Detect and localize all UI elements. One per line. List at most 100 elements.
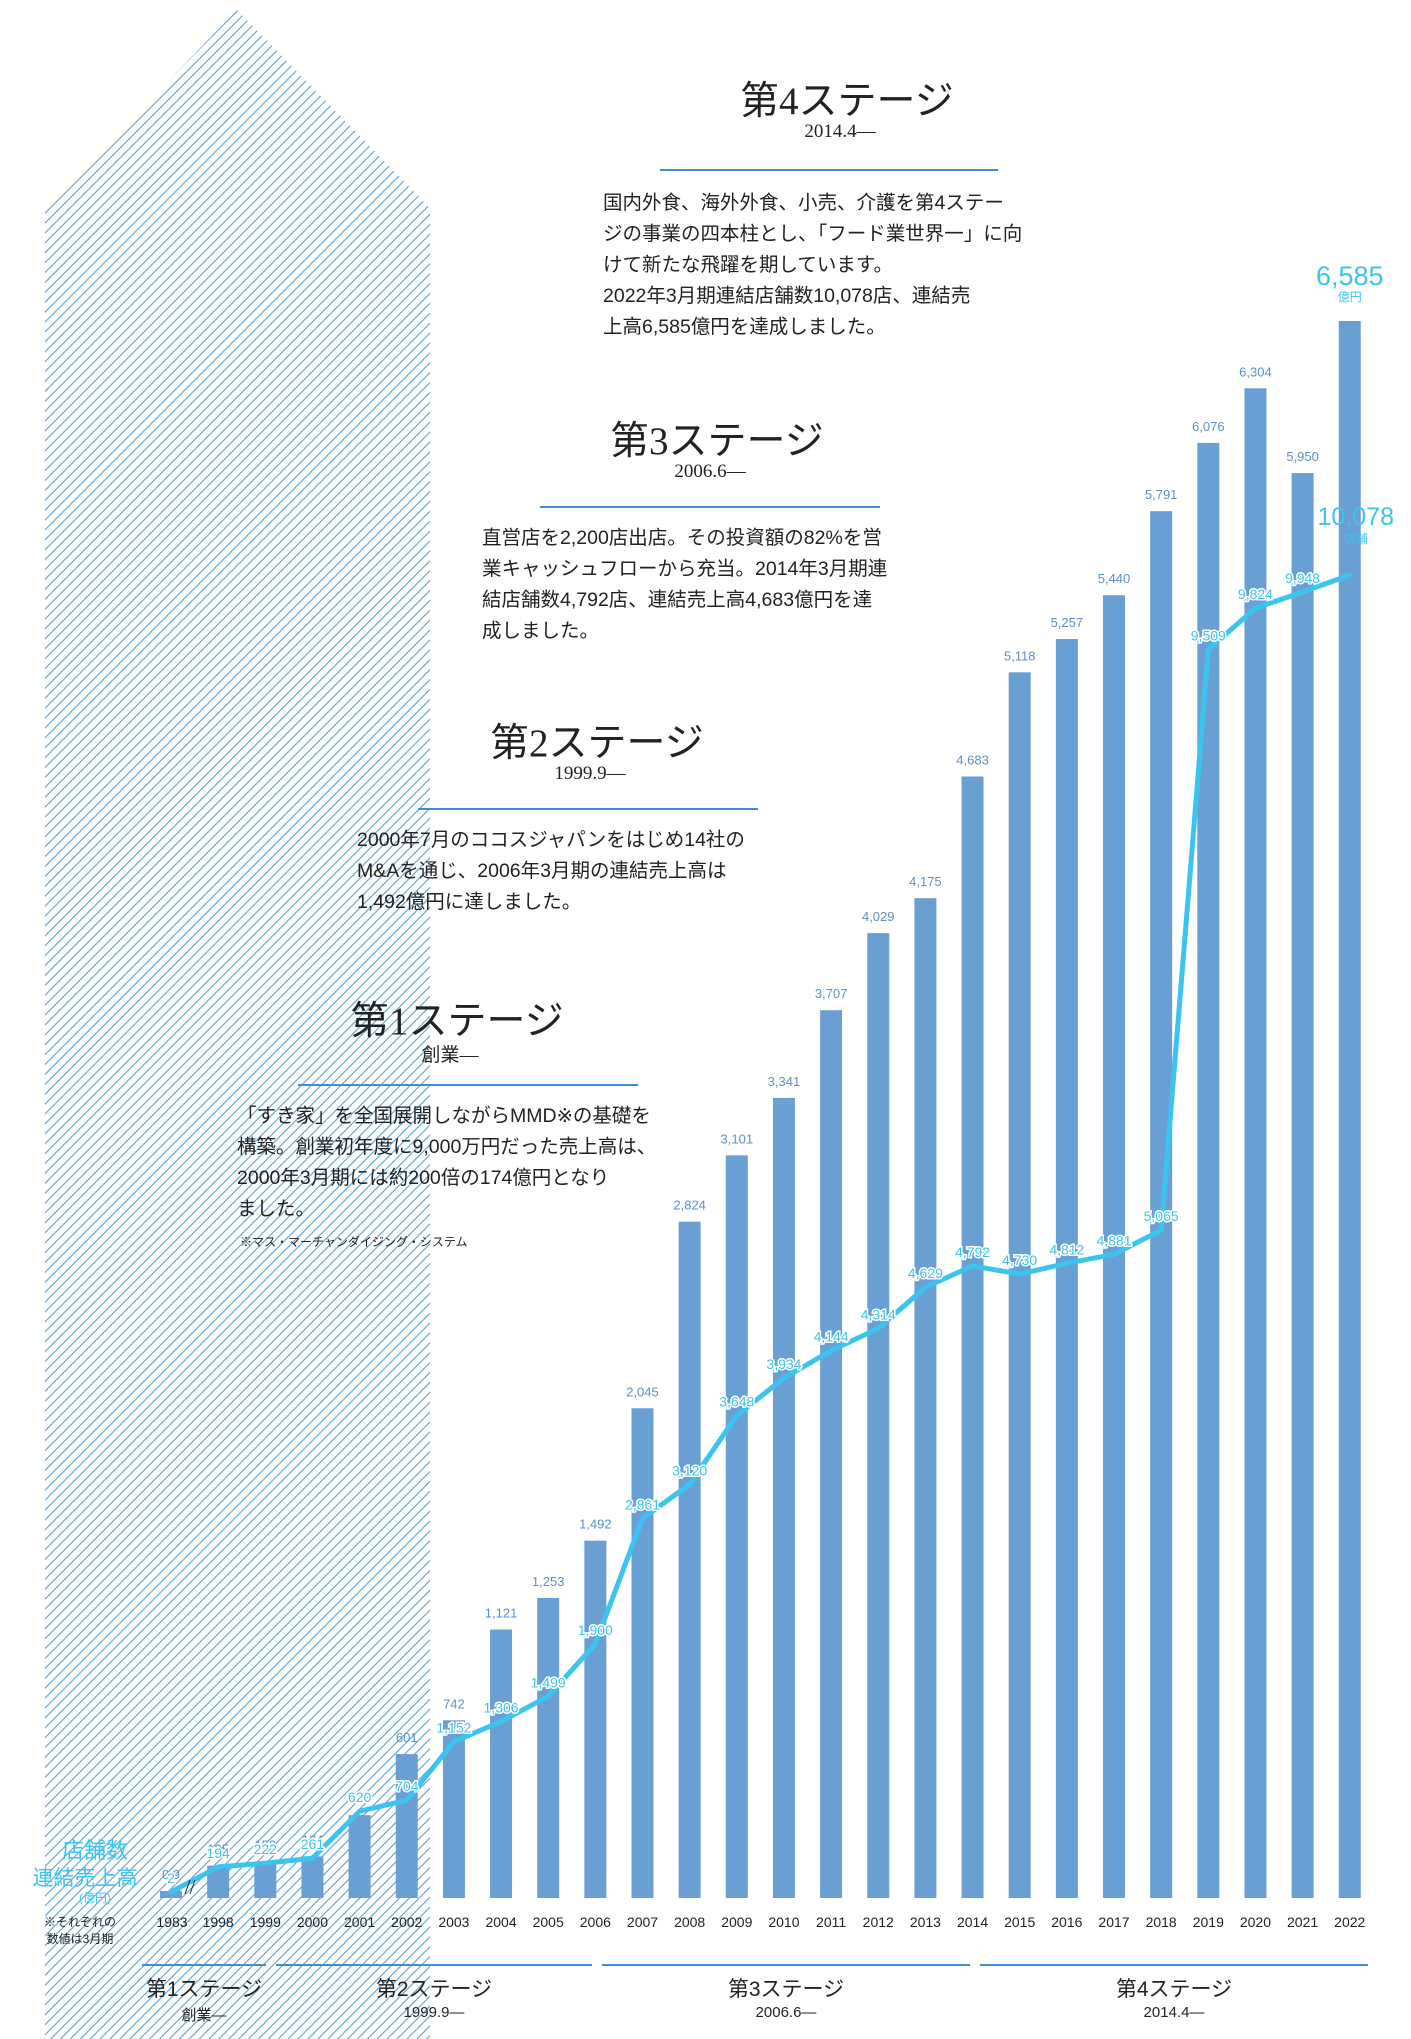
sales-bar-2020: [1244, 388, 1267, 1898]
band2-date: 1999.9―: [403, 2004, 465, 2021]
x-tick-2004: 2004: [485, 1914, 516, 1930]
legend-stores: 店舗数: [61, 1838, 128, 1863]
band4-date: 2014.4―: [1143, 2004, 1205, 2021]
stage4-description: 国内外食、海外外食、小売、介護を第4ステー ジの事業の四本柱とし、「フード業世界…: [603, 192, 1023, 338]
x-tick-2020: 2020: [1240, 1914, 1271, 1930]
stage1-description: 「すき家」を全国展開しながらMMD※の基礎を 構築。創業初年度に9,000万円だ…: [237, 1105, 657, 1220]
sales-bar-2007: [631, 1408, 654, 1898]
band3-rule: [602, 1964, 970, 1966]
sales-bar-2019: [1197, 442, 1220, 1898]
stage1-title: 第1ステージ: [350, 1000, 564, 1043]
sales-bar-1999: [254, 1861, 277, 1898]
stage3-date: 2006.6―: [674, 461, 746, 482]
stores-label-2001: 620: [348, 1789, 372, 1805]
sales-label-2003: 742: [443, 1696, 465, 1711]
sales-label-2013: 4,175: [909, 874, 942, 889]
sales-label-2009: 3,101: [721, 1131, 754, 1146]
sales-bar-2006: [584, 1540, 607, 1898]
sales-bar-2012: [867, 933, 890, 1898]
stage2-rule: [418, 808, 758, 810]
sales-label-1983: 0.9: [162, 1867, 180, 1882]
stores-label-2022: 10,078: [1318, 503, 1394, 531]
stage3-title: 第3ステージ: [610, 420, 824, 463]
sales-bar-2009: [725, 1155, 748, 1898]
x-tick-2011: 2011: [816, 1914, 846, 1930]
sales-bar-1983: [160, 1891, 182, 1898]
band1-date: 創業―: [181, 2007, 227, 2024]
stores-label-2000: 261: [301, 1836, 325, 1852]
stores-label-2006: 1,900: [578, 1622, 613, 1638]
x-tick-2021: 2021: [1287, 1914, 1318, 1930]
sales-label-2019: 6,076: [1192, 419, 1225, 434]
sales-label-2012: 4,029: [862, 909, 895, 924]
sales-label-2017: 5,440: [1098, 571, 1131, 586]
sales-bar-2010: [772, 1097, 795, 1898]
stage2-title: 第2ステージ: [490, 722, 704, 765]
stores-label-2016: 4,812: [1049, 1241, 1084, 1257]
x-tick-2017: 2017: [1098, 1914, 1129, 1930]
x-tick-2015: 2015: [1004, 1914, 1035, 1930]
sales-label-2008: 2,824: [673, 1198, 706, 1213]
stage3-rule: [540, 506, 880, 508]
band3-date: 2006.6―: [755, 2004, 817, 2021]
x-tick-2008: 2008: [674, 1914, 705, 1930]
x-tick-2000: 2000: [297, 1914, 328, 1930]
stores-label-1999: 222: [254, 1841, 278, 1857]
stores-label-2019: 9,509: [1191, 627, 1226, 643]
sales-label-1999: 152: [254, 1838, 276, 1853]
x-tick-2003: 2003: [438, 1914, 469, 1930]
stores-unit-label: 店舗: [1343, 532, 1368, 546]
stores-label-2017: 4,881: [1096, 1232, 1131, 1248]
x-tick-2010: 2010: [768, 1914, 799, 1930]
x-tick-2016: 2016: [1051, 1914, 1082, 1930]
sales-bar-2011: [820, 1010, 843, 1898]
x-tick-2002: 2002: [391, 1914, 422, 1930]
stage2-date: 1999.9―: [554, 763, 626, 784]
band4-label: 第4ステージ: [1115, 1978, 1233, 2001]
x-tick-2019: 2019: [1193, 1914, 1224, 1930]
stage4-date: 2014.4―: [804, 121, 876, 142]
sales-label-2021: 5,950: [1286, 449, 1319, 464]
x-tick-2022: 2022: [1334, 1914, 1365, 1930]
stage4-title: 第4ステージ: [740, 80, 954, 123]
sales-bar-2013: [914, 898, 937, 1898]
sales-bar-2008: [678, 1221, 701, 1898]
stores-label-2009: 3,648: [719, 1393, 754, 1409]
x-tick-2012: 2012: [863, 1914, 894, 1930]
sales-bar-2002: [395, 1754, 418, 1898]
stores-label-2008: 3,120: [672, 1462, 707, 1478]
sales-bar-2021: [1291, 473, 1314, 1898]
stores-label-2007: 2,861: [625, 1496, 660, 1512]
sales-label-2007: 2,045: [626, 1384, 659, 1399]
legend-sales: 連結売上高: [32, 1867, 138, 1890]
stores-series-line: [168, 572, 1353, 1895]
stores-label-2005: 1,499: [531, 1674, 566, 1690]
x-tick-1998: 1998: [203, 1914, 234, 1930]
sales-label-2014: 4,683: [956, 752, 989, 767]
stage1-date: 創業―: [421, 1045, 479, 1066]
stores-label-2002: 704: [395, 1778, 419, 1794]
stores-label-2018: 5,065: [1144, 1208, 1179, 1224]
stores-label-1983: 2: [167, 1870, 175, 1886]
x-tick-2018: 2018: [1146, 1914, 1177, 1930]
stores-label-2010: 3,934: [766, 1356, 801, 1372]
stage1-rule: [298, 1084, 638, 1086]
x-tick-2007: 2007: [627, 1914, 658, 1930]
stores-label-2004: 1,306: [484, 1700, 519, 1716]
sales-label-2018: 5,791: [1145, 487, 1178, 502]
sales-label-2015: 5,118: [1004, 648, 1036, 663]
mmd-footnote: ※マス・マーチャンダイジング・システム: [240, 1235, 468, 1249]
chevron-shape: [45, 915, 430, 2039]
sales-label-2016: 5,257: [1051, 615, 1084, 630]
sales-label-2000: 174: [302, 1832, 324, 1847]
sales-label-2022: 6,585: [1316, 261, 1384, 291]
x-tick-2013: 2013: [910, 1914, 941, 1930]
stores-label-2013: 4,629: [908, 1265, 943, 1281]
x-tick-2001: 2001: [344, 1914, 375, 1930]
band4-rule: [980, 1964, 1368, 1966]
sales-bar-1998: [207, 1865, 230, 1898]
band1-rule: [142, 1964, 266, 1966]
stage3-description: 直営店を2,200店出店。その投資額の82%を営 業キャッシュフローから充当。2…: [482, 527, 888, 642]
